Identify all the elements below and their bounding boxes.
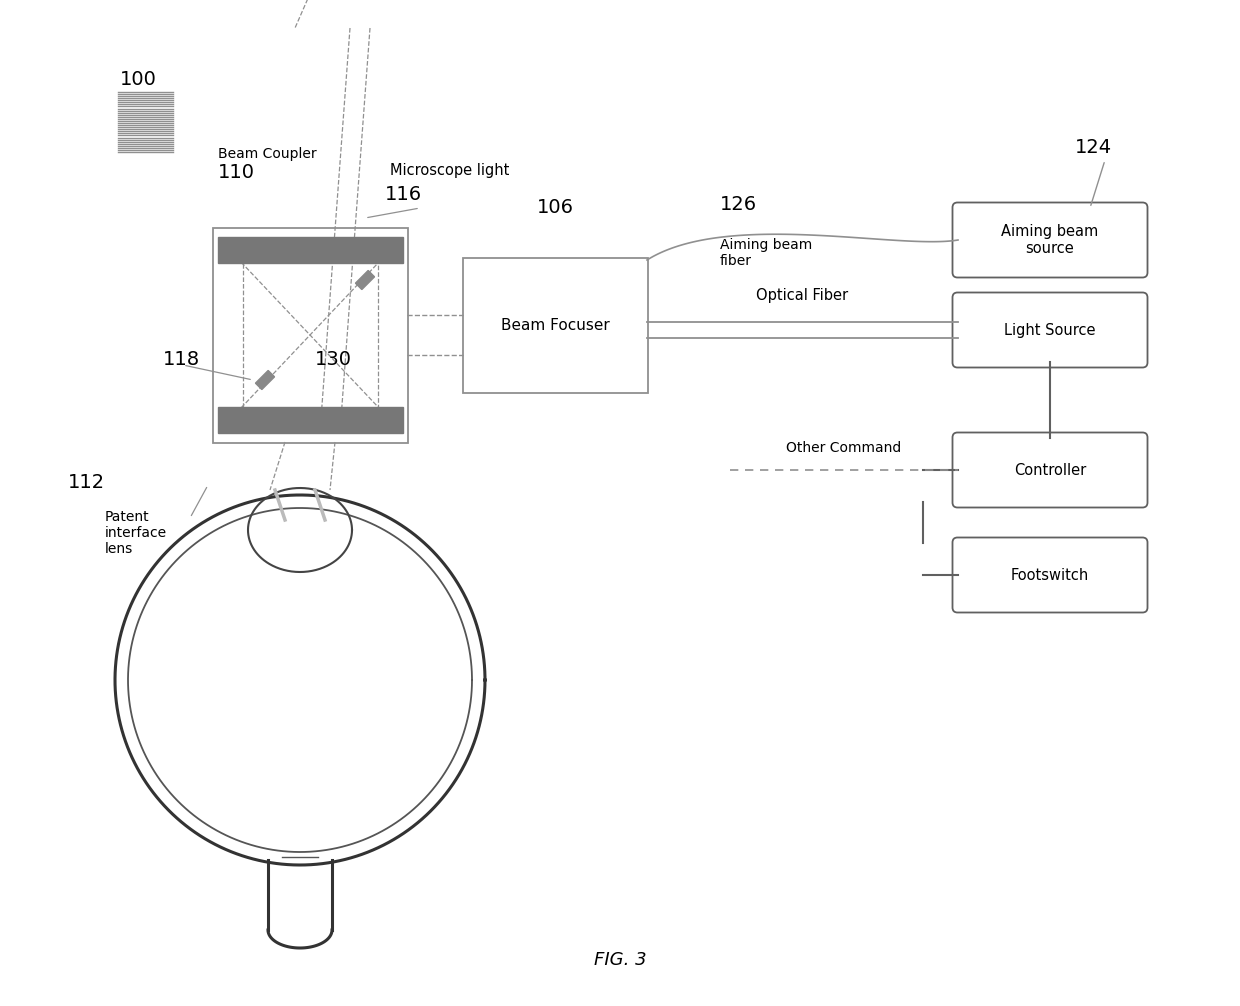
FancyBboxPatch shape	[952, 293, 1147, 367]
Text: Optical Fiber: Optical Fiber	[756, 288, 848, 303]
Bar	[212, 227, 408, 443]
Text: 112: 112	[68, 473, 105, 492]
FancyBboxPatch shape	[952, 433, 1147, 507]
Text: Aiming beam
fiber: Aiming beam fiber	[720, 238, 812, 269]
Bar	[463, 258, 647, 392]
Bar	[218, 407, 403, 433]
Polygon shape	[255, 370, 274, 389]
Text: 118: 118	[162, 350, 200, 369]
Text: 126: 126	[720, 195, 758, 214]
Bar	[218, 237, 403, 263]
Text: Aiming beam
source: Aiming beam source	[1002, 223, 1099, 257]
FancyBboxPatch shape	[952, 537, 1147, 613]
Text: 100: 100	[120, 70, 157, 89]
Text: Footswitch: Footswitch	[1011, 567, 1089, 582]
Bar	[243, 258, 378, 413]
Text: Beam Coupler: Beam Coupler	[218, 147, 316, 161]
Text: 110: 110	[218, 163, 255, 182]
FancyBboxPatch shape	[952, 202, 1147, 278]
Text: FIG. 3: FIG. 3	[594, 951, 646, 969]
Text: Beam Focuser: Beam Focuser	[501, 318, 609, 333]
Text: 106: 106	[537, 198, 573, 217]
Text: 124: 124	[1075, 138, 1112, 157]
Text: Other Command: Other Command	[786, 441, 901, 455]
Text: Patent
interface
lens: Patent interface lens	[105, 510, 167, 556]
Text: 116: 116	[384, 185, 422, 204]
Text: Light Source: Light Source	[1004, 323, 1096, 337]
Polygon shape	[356, 271, 374, 290]
Text: Controller: Controller	[1014, 463, 1086, 478]
Text: Microscope light: Microscope light	[391, 163, 510, 178]
Text: 130: 130	[315, 350, 352, 369]
